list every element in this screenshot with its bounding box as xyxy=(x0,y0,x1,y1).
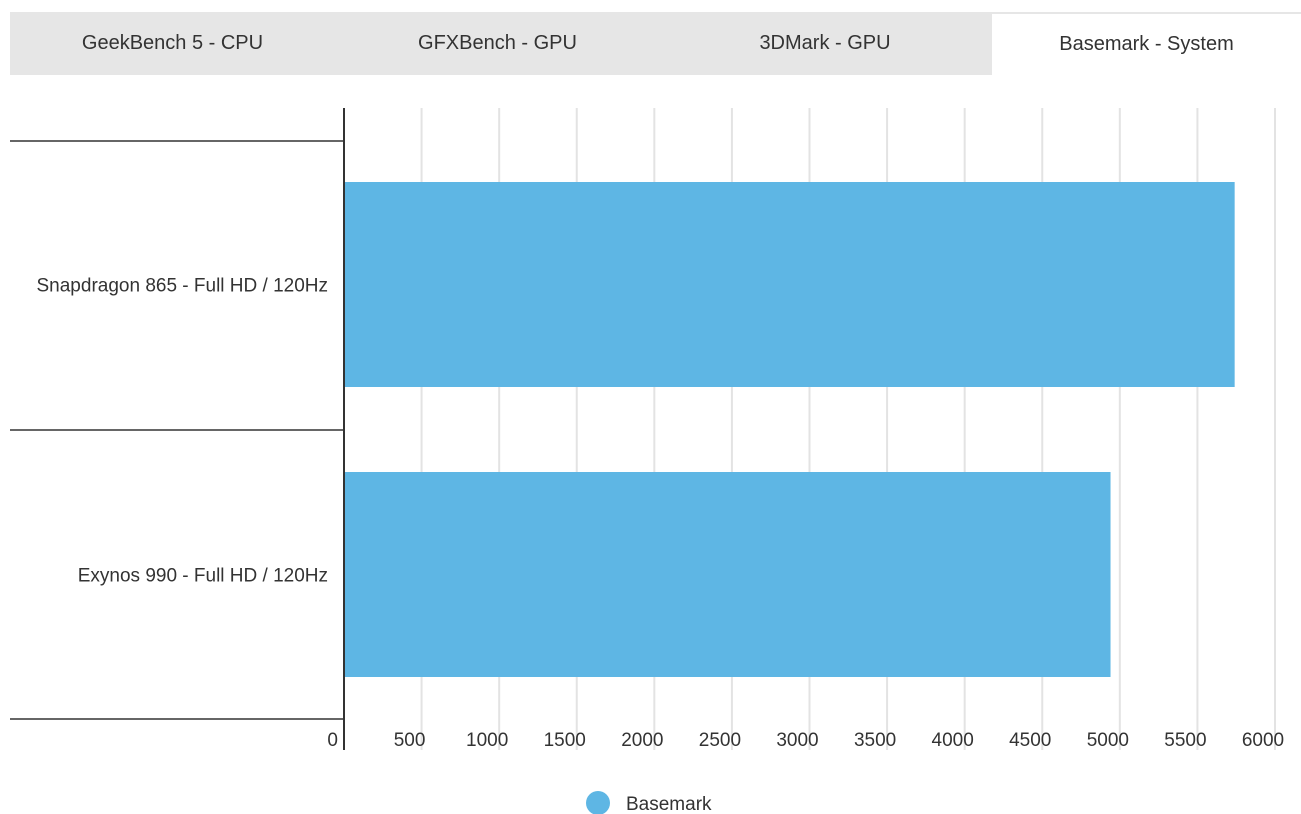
x-tick-label-1000: 1000 xyxy=(466,730,508,751)
x-tick-label-4500: 4500 xyxy=(1009,730,1051,751)
x-tick-label-500: 500 xyxy=(394,730,426,751)
category-label: Exynos 990 - Full HD / 120Hz xyxy=(78,566,328,587)
x-tick-label-3000: 3000 xyxy=(776,730,818,751)
tab-basemark-system[interactable]: Basemark - System xyxy=(992,14,1301,75)
tab-geekbench-cpu[interactable]: GeekBench 5 - CPU xyxy=(81,32,264,54)
x-tick-label-4000: 4000 xyxy=(932,730,974,751)
x-tick-label-0: 0 xyxy=(327,730,338,751)
tab-3dmark-gpu[interactable]: 3DMark - GPU xyxy=(759,32,891,54)
x-tick-label-6000: 6000 xyxy=(1242,730,1284,751)
legend-marker xyxy=(586,791,610,814)
tab-gfxbench-gpu[interactable]: GFXBench - GPU xyxy=(418,32,577,54)
x-tick-label-1500: 1500 xyxy=(544,730,586,751)
x-tick-label-2000: 2000 xyxy=(621,730,663,751)
legend-label: Basemark xyxy=(626,794,712,814)
x-tick-label-5000: 5000 xyxy=(1087,730,1129,751)
category-label: Snapdragon 865 - Full HD / 120Hz xyxy=(37,276,329,297)
bar-0[interactable] xyxy=(344,182,1235,387)
x-tick-label-3500: 3500 xyxy=(854,730,896,751)
x-tick-label-2500: 2500 xyxy=(699,730,741,751)
x-tick-label-5500: 5500 xyxy=(1164,730,1206,751)
bar-1[interactable] xyxy=(344,472,1111,677)
